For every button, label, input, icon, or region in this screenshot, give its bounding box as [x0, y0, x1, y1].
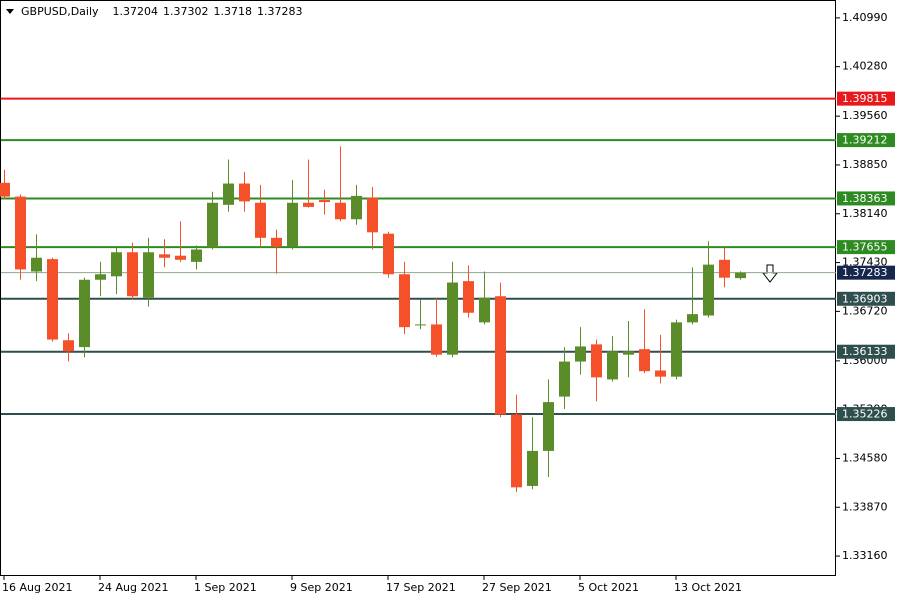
candle-body — [159, 254, 170, 258]
y-tick-label: 1.40990 — [842, 11, 888, 24]
candle-body — [495, 296, 506, 415]
y-tick-label: 1.33870 — [842, 500, 888, 513]
level-label-bg — [837, 344, 895, 359]
x-tick-label: 5 Oct 2021 — [578, 581, 639, 594]
level-label: 1.36903 — [842, 292, 888, 305]
candle-body — [623, 351, 634, 355]
level-label-bg — [837, 191, 895, 206]
last-close: 1.37283 — [257, 5, 303, 18]
y-tick-label: 1.39560 — [842, 109, 888, 122]
candle-body — [607, 351, 618, 380]
candle-body — [559, 361, 570, 397]
candle-body — [639, 349, 650, 372]
candle-body — [431, 324, 442, 355]
candle-body — [47, 259, 58, 340]
plot-frame — [0, 0, 836, 576]
candle-body — [63, 340, 74, 352]
y-tick-label: 1.38140 — [842, 207, 888, 220]
level-label: 1.39212 — [842, 134, 888, 147]
x-tick-label: 24 Aug 2021 — [98, 581, 168, 594]
candle-body — [191, 249, 202, 262]
y-tick-label: 1.38850 — [842, 158, 888, 171]
level-label-bg — [837, 240, 895, 255]
level-label: 1.39815 — [842, 92, 888, 105]
candle-body — [655, 370, 666, 377]
candle-body — [527, 450, 538, 486]
candle-body — [719, 259, 730, 278]
sell-arrow — [761, 264, 779, 283]
candle-body — [255, 202, 266, 238]
level-label-bg — [837, 407, 895, 422]
candle-body — [207, 202, 218, 248]
y-tick-label: 1.37430 — [842, 256, 888, 269]
candle-body — [79, 279, 90, 348]
level-label: 1.38363 — [842, 192, 888, 205]
y-tick-label: 1.36720 — [842, 304, 888, 317]
candle-body — [383, 233, 394, 275]
y-tick-label: 1.33160 — [842, 549, 888, 562]
level-label-bg — [837, 291, 895, 306]
candle-body — [127, 252, 138, 297]
y-tick-label: 1.34580 — [842, 451, 888, 464]
candle-body — [447, 282, 458, 355]
candle-body — [175, 255, 186, 260]
candle-body — [143, 252, 154, 298]
level-label: 1.36133 — [842, 345, 888, 358]
candle-body — [15, 196, 26, 270]
candle-body — [735, 272, 746, 279]
candle-body — [671, 322, 682, 377]
x-tick-label: 27 Sep 2021 — [482, 581, 552, 594]
candle-body — [111, 252, 122, 277]
candle-body — [687, 314, 698, 323]
candle-body — [303, 202, 314, 207]
candle-body — [415, 324, 426, 326]
candle-body — [399, 274, 410, 328]
level-label: 1.37283 — [842, 266, 888, 279]
level-label: 1.37655 — [842, 241, 888, 254]
x-tick-label: 16 Aug 2021 — [2, 581, 72, 594]
level-label-bg — [837, 91, 895, 106]
level-label-bg — [837, 133, 895, 148]
candle-body — [703, 264, 714, 316]
candle-body — [335, 202, 346, 220]
level-label: 1.35226 — [842, 408, 888, 421]
candle-body — [271, 237, 282, 247]
candle-body — [351, 195, 362, 220]
candle-body — [95, 274, 106, 280]
candle-body — [511, 414, 522, 488]
x-tick-label: 1 Sep 2021 — [194, 581, 257, 594]
candle-body — [543, 402, 554, 451]
symbol: GBPUSD,Daily — [21, 5, 99, 18]
candle-body — [319, 200, 330, 203]
candle-body — [463, 281, 474, 313]
last-low: 1.3718 — [213, 5, 253, 18]
x-tick-label: 13 Oct 2021 — [674, 581, 742, 594]
x-tick-label: 9 Sep 2021 — [290, 581, 353, 594]
candle-body — [575, 346, 586, 362]
candle-body — [223, 183, 234, 205]
chart-header: GBPUSD,Daily 1.37204 1.37302 1.3718 1.37… — [6, 5, 303, 18]
level-label-bg — [837, 265, 895, 280]
candle-body — [479, 297, 490, 323]
y-tick-label: 1.40280 — [842, 60, 888, 73]
candle-body — [591, 344, 602, 378]
x-tick-label: 17 Sep 2021 — [386, 581, 456, 594]
candle-body — [239, 183, 250, 202]
candle-body — [0, 182, 10, 197]
last-open: 1.37204 — [112, 5, 159, 18]
candle-body — [287, 202, 298, 247]
candle-body — [31, 257, 42, 272]
candle-body — [367, 197, 378, 233]
last-high: 1.37302 — [163, 5, 209, 18]
menu-triangle[interactable] — [6, 9, 14, 14]
